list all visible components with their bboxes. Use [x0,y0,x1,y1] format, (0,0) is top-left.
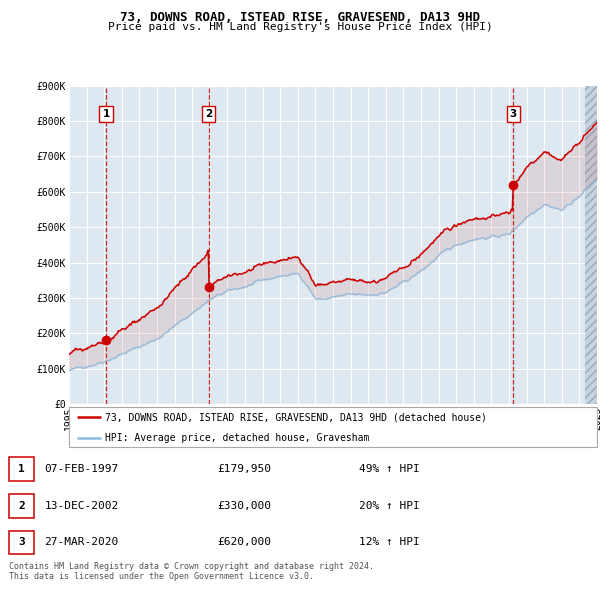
Text: 49% ↑ HPI: 49% ↑ HPI [359,464,419,474]
Text: £620,000: £620,000 [218,537,272,548]
FancyBboxPatch shape [9,457,34,481]
Text: 3: 3 [18,537,25,548]
Text: 12% ↑ HPI: 12% ↑ HPI [359,537,419,548]
Text: Contains HM Land Registry data © Crown copyright and database right 2024.: Contains HM Land Registry data © Crown c… [9,562,374,571]
Text: 2: 2 [18,501,25,511]
Text: 13-DEC-2002: 13-DEC-2002 [44,501,118,511]
FancyBboxPatch shape [69,407,597,447]
Text: £330,000: £330,000 [218,501,272,511]
FancyBboxPatch shape [9,494,34,517]
Bar [584,86,597,404]
Text: This data is licensed under the Open Government Licence v3.0.: This data is licensed under the Open Gov… [9,572,314,581]
Text: 1: 1 [103,109,110,119]
Text: £179,950: £179,950 [218,464,272,474]
Text: HPI: Average price, detached house, Gravesham: HPI: Average price, detached house, Grav… [105,433,369,443]
Text: 73, DOWNS ROAD, ISTEAD RISE, GRAVESEND, DA13 9HD: 73, DOWNS ROAD, ISTEAD RISE, GRAVESEND, … [120,11,480,24]
Text: 73, DOWNS ROAD, ISTEAD RISE, GRAVESEND, DA13 9HD (detached house): 73, DOWNS ROAD, ISTEAD RISE, GRAVESEND, … [105,412,487,422]
Text: 27-MAR-2020: 27-MAR-2020 [44,537,118,548]
Text: 20% ↑ HPI: 20% ↑ HPI [359,501,419,511]
Text: 3: 3 [509,109,517,119]
Text: Price paid vs. HM Land Registry's House Price Index (HPI): Price paid vs. HM Land Registry's House … [107,22,493,32]
Text: 2: 2 [205,109,212,119]
Text: 07-FEB-1997: 07-FEB-1997 [44,464,118,474]
FancyBboxPatch shape [9,530,34,555]
Text: 1: 1 [18,464,25,474]
